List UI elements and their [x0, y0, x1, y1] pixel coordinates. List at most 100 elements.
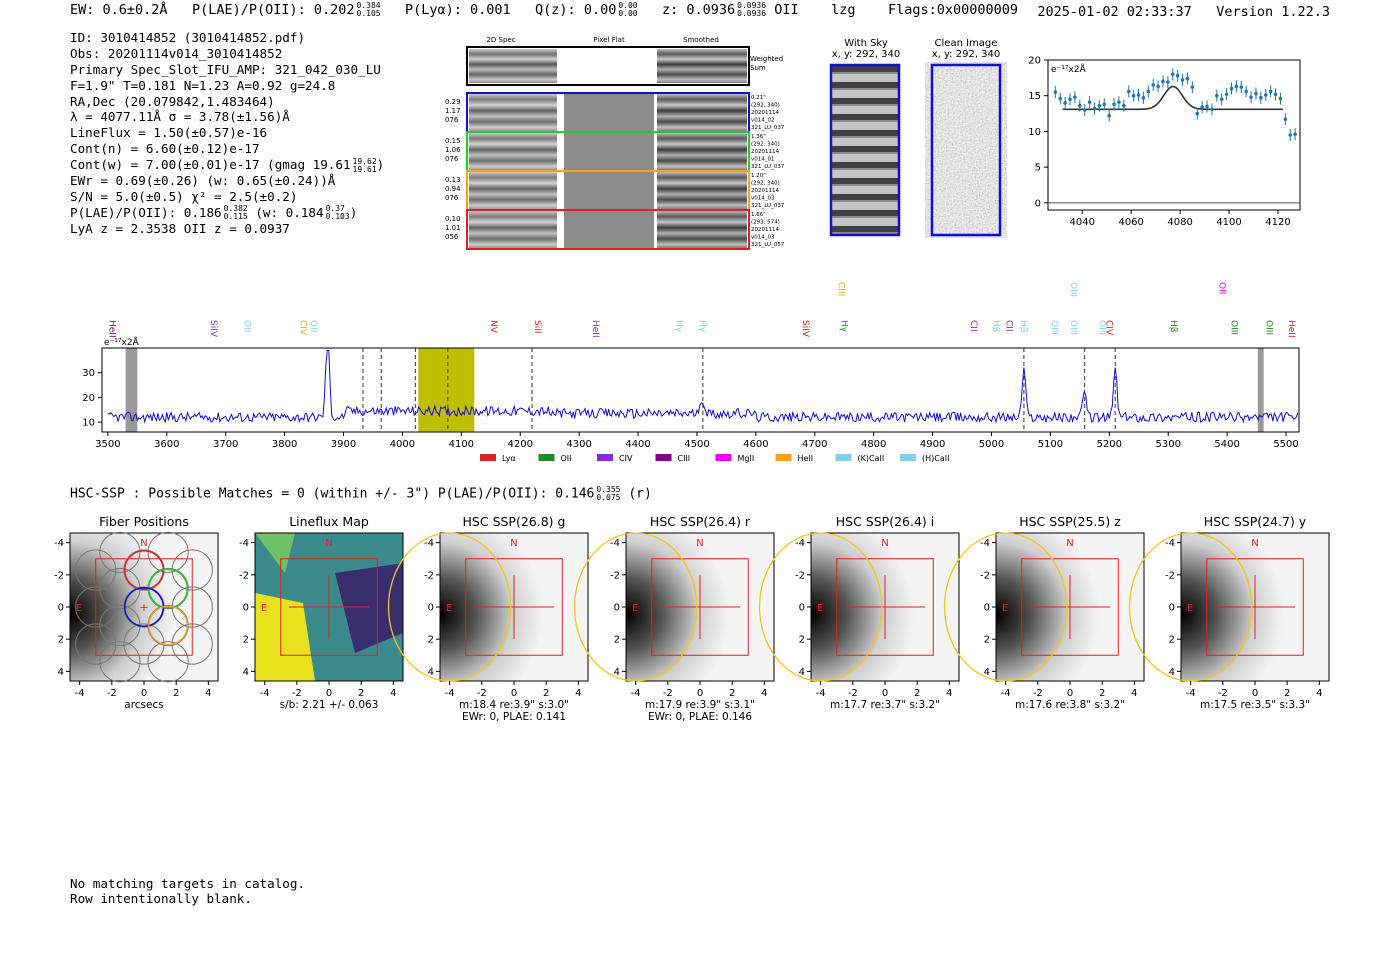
cutout-right-label: v014_01: [751, 157, 775, 163]
version: Version 1.22.3: [1216, 4, 1330, 20]
legend-label: Lyα: [502, 454, 516, 463]
emission-line-label: HeII: [590, 320, 600, 338]
zoom-data-point: [1254, 91, 1258, 96]
hsc-xtick-label: 4: [946, 688, 952, 699]
cutout-left-label: 0.15: [445, 137, 461, 145]
cutout-left-label: 076: [445, 194, 459, 202]
zoom-ylabel: e⁻¹⁷x2Å: [1051, 63, 1087, 75]
hsc-ytick-label: 0: [243, 603, 249, 614]
cutout-left-label: 1.01: [445, 224, 461, 232]
emission-line-label: OIII: [1264, 320, 1274, 335]
north-label: N: [881, 538, 888, 549]
z-line: OII: [774, 2, 799, 18]
footer-line-1: No matching targets in catalog.: [70, 876, 306, 891]
zoom-data-point: [1131, 93, 1136, 98]
info-plae: P(LAE)/P(OII): 0.186 0.382 0.115 (w: 0.184…: [70, 204, 358, 222]
hsc-panel: HSC SSP(24.7) y N E -4 4 -2 2 0 0 2 -2 4 -4 m:17.5 re…: [1128, 514, 1330, 711]
zoom-data-point: [1097, 103, 1102, 108]
cutout-flat: [564, 172, 654, 209]
hsc-ytick-label: -4: [239, 538, 249, 549]
hsc-ytick-label: -4: [980, 538, 990, 549]
qz-value: Q(z): 0.00: [535, 2, 617, 18]
hsc-panel-caption: m:17.5 re:3.5" s:3.3": [1200, 699, 1310, 711]
emission-line-label: OII: [1217, 282, 1227, 294]
zoom-data-point: [1200, 105, 1204, 109]
hsc-xtick-label: 2: [1099, 688, 1105, 699]
cutout-left-label: 0.29: [445, 98, 461, 106]
hsc-xtick-label: 4: [761, 688, 767, 699]
spectrum-xtick-label: 4200: [508, 439, 533, 450]
east-label: E: [1187, 603, 1193, 614]
hsc-panel-caption: m:17.9 re:3.9" s:3.1": [645, 699, 755, 711]
emission-line-label: OII: [308, 320, 318, 332]
emission-line-label: OIII: [1068, 320, 1078, 335]
cutout-panel: 2D Spec Pixel Flat Smoothed Weighted Sum…: [445, 36, 792, 250]
cutout-flat: [564, 211, 654, 248]
cutout-left-label: 1.17: [445, 107, 461, 115]
zoom-frame: [1047, 59, 1301, 211]
legend-label: HeII: [798, 454, 814, 463]
hsc-ytick-label: 0: [799, 603, 805, 614]
hsc-xtick-label: -4: [1186, 688, 1196, 699]
spectrum-xtick-label: 5500: [1273, 439, 1298, 450]
north-label: N: [510, 538, 517, 549]
zoom-fit-chart: 4040 4060 4080 4100 4120 0 5 10 15 20 e⁻¹⁷x2Å: [1028, 56, 1301, 228]
emission-line-label: Hβ: [1018, 320, 1028, 333]
zoom-data-point: [1224, 92, 1229, 97]
with-sky-frame: [829, 63, 901, 237]
zoom-data-point: [1210, 107, 1214, 112]
north-label: N: [696, 538, 703, 549]
spectrum-xtick-label: 4400: [625, 439, 650, 450]
hsc-ytick-label: -4: [54, 538, 64, 549]
legend-swatch: [900, 454, 916, 461]
cutout-2d: [469, 172, 557, 209]
hsc-ytick-label: 2: [58, 635, 64, 646]
hsc-ytick-label: 2: [614, 635, 620, 646]
cutout-2d: [469, 94, 557, 131]
cutout-left-label: 056: [445, 233, 459, 241]
info-lambda: λ = 4077.11Å σ = 3.78(±1.56)Å: [70, 109, 290, 125]
zoom-ytick-label: 0: [1035, 198, 1041, 209]
spectrum-xtick-label: 3600: [154, 439, 179, 450]
fiber-circle: [99, 531, 141, 573]
hsc-ytick-label: 2: [1169, 635, 1175, 646]
east-label: E: [76, 603, 82, 614]
cutout-left-label: 076: [445, 155, 459, 163]
cutout-right-label: (292, 340): [751, 142, 780, 148]
aperture-box: [1206, 558, 1304, 656]
zoom-data-point: [1087, 100, 1092, 104]
spectrum-highlight-band: [418, 348, 475, 432]
plya-value: P(Lyα): 0.001: [404, 2, 511, 18]
hsc-ytick-label: -4: [424, 538, 434, 549]
spectrum-xtick-label: 5100: [1038, 439, 1063, 450]
hsc-xtick-label: -4: [816, 688, 826, 699]
spectrum-xtick-label: 3900: [331, 439, 356, 450]
legend-label: CIV: [619, 454, 633, 463]
emission-line-label: CII: [1003, 320, 1013, 332]
zoom-data-point: [1263, 93, 1268, 97]
hsc-panel-caption: s/b: 2.21 +/- 0.063: [280, 699, 379, 711]
legend-swatch: [715, 454, 732, 461]
north-label: N: [140, 538, 147, 549]
cutout-2d: [469, 133, 557, 170]
zoom-ytick-label: 10: [1028, 127, 1041, 138]
zoom-data-point: [1082, 108, 1087, 112]
zoom-ytick-label: 5: [1035, 163, 1041, 174]
cutout-right-label: 1.36": [751, 134, 766, 140]
with-sky-image: [831, 65, 899, 235]
east-label: E: [446, 603, 452, 614]
zoom-data-point: [1293, 132, 1297, 137]
emission-line-label: OIII: [1096, 320, 1106, 335]
hsc-summary: HSC-SSP : Possible Matches = 0 (within +…: [70, 485, 652, 502]
info-primary: Primary Spec_Slot_IFU_AMP: 321_042_030_L…: [70, 61, 381, 77]
zoom-data-point: [1180, 78, 1185, 82]
cutout-row-frame: [466, 209, 750, 250]
zoom-data-point: [1185, 76, 1190, 81]
legend-swatch: [655, 454, 672, 461]
legend-swatch: [835, 454, 852, 461]
col-smoothed: Smoothed: [683, 36, 719, 44]
hsc-xtick-label: 0: [882, 688, 888, 699]
hsc-xtick-label: 2: [543, 688, 549, 699]
